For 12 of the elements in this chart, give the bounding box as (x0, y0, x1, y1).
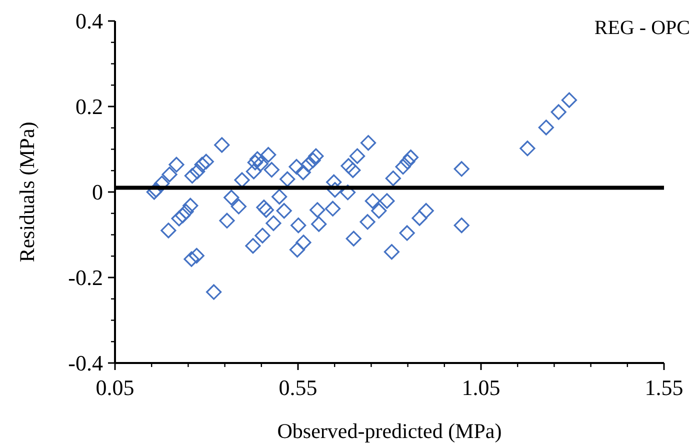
x-axis-title: Observed-predicted (MPa) (277, 419, 502, 443)
x-tick-label: 0.05 (96, 375, 134, 400)
y-axis-title: Residuals (MPa) (15, 122, 39, 262)
x-tick-label: 0.55 (278, 375, 318, 400)
y-tick-label: -0.2 (68, 265, 103, 290)
x-tick-label: 1.55 (644, 375, 684, 400)
x-tick-label: 1.05 (462, 375, 500, 400)
y-tick-label: 0.4 (76, 8, 103, 34)
chart-title: REG - OPC (594, 17, 690, 39)
y-tick-label: 0 (92, 180, 103, 205)
y-tick-label: 0.2 (76, 94, 103, 120)
y-tick-label: -0.4 (68, 350, 103, 376)
